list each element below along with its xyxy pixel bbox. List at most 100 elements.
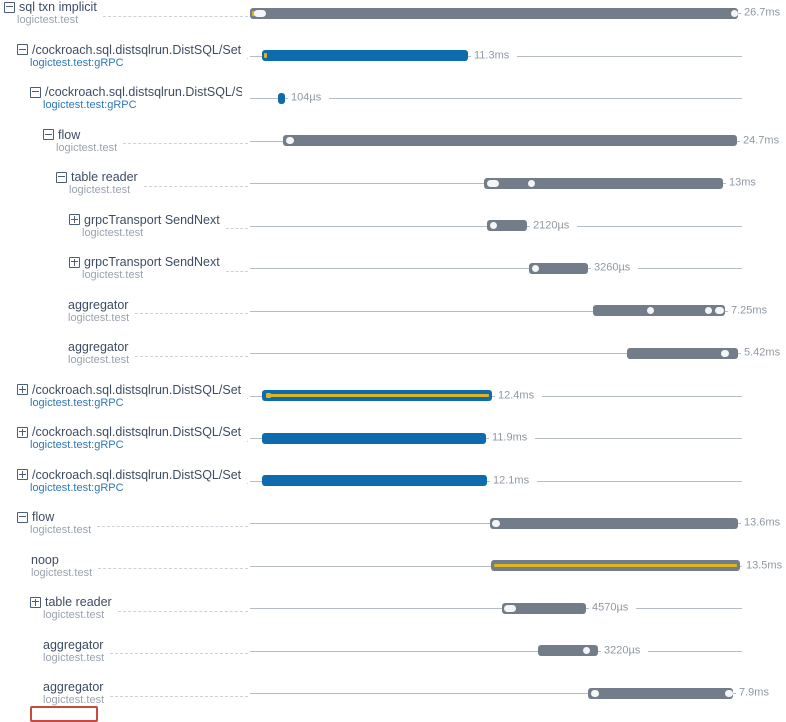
timeline-baseline bbox=[250, 650, 742, 652]
trace-span-row: /cockroach.sql.distsqlrun.DistSQL/Set lo… bbox=[0, 375, 786, 418]
span-bar[interactable] bbox=[250, 7, 738, 19]
span-timeline: 104µs bbox=[250, 77, 786, 120]
trace-span-row: table reader logictest.test 4570µs bbox=[0, 587, 786, 630]
span-duration: 26.7ms bbox=[741, 6, 786, 20]
span-subtitle: logictest.test:gRPC bbox=[30, 439, 124, 452]
trace-span-row: aggregator logictest.test 5.42ms bbox=[0, 332, 786, 375]
span-subtitle: logictest.test bbox=[31, 566, 93, 579]
span-duration: 2120µs bbox=[530, 219, 578, 233]
span-bar[interactable] bbox=[278, 92, 285, 104]
highlighted-child-tick bbox=[266, 393, 271, 399]
timeline-baseline bbox=[250, 268, 742, 270]
expand-icon[interactable] bbox=[17, 469, 28, 481]
dashed-connector bbox=[110, 695, 248, 697]
span-bar[interactable] bbox=[529, 262, 588, 274]
child-span-marker bbox=[528, 179, 535, 187]
span-timeline: 13.5ms bbox=[250, 545, 786, 588]
span-timeline: 11.9ms bbox=[250, 417, 786, 460]
span-subtitle: logictest.test bbox=[43, 694, 105, 707]
trace-span-row: aggregator logictest.test 7.25ms bbox=[0, 290, 786, 333]
span-duration: 3220µs bbox=[601, 644, 649, 658]
span-bar[interactable] bbox=[484, 177, 723, 189]
span-subtitle: logictest.test bbox=[17, 14, 79, 27]
span-timeline: 3220µs bbox=[250, 630, 786, 673]
span-label-area: sql txn implicit logictest.test bbox=[0, 0, 250, 35]
span-bar[interactable] bbox=[593, 305, 725, 317]
span-label-area: flow logictest.test bbox=[0, 502, 250, 545]
span-duration: 13.6ms bbox=[741, 516, 786, 530]
trace-span-row: sql txn implicit logictest.test 26.7ms bbox=[0, 0, 786, 35]
span-title: flow bbox=[32, 510, 55, 525]
collapse-icon[interactable] bbox=[4, 1, 15, 13]
child-span-marker bbox=[286, 137, 294, 145]
dashed-connector bbox=[247, 398, 248, 400]
collapse-icon[interactable] bbox=[43, 129, 54, 141]
span-bar[interactable] bbox=[502, 602, 586, 614]
expand-icon[interactable] bbox=[17, 426, 28, 438]
child-span-marker bbox=[490, 222, 497, 230]
expand-icon[interactable] bbox=[69, 256, 80, 268]
span-bar[interactable] bbox=[262, 390, 492, 402]
span-title: /cockroach.sql.distsqlrun.DistSQL/Set bbox=[32, 425, 242, 440]
child-span-marker bbox=[725, 689, 733, 697]
span-bar[interactable] bbox=[490, 517, 738, 529]
collapse-icon[interactable] bbox=[30, 86, 41, 98]
dashed-connector bbox=[247, 483, 248, 485]
span-subtitle: logictest.test bbox=[68, 311, 130, 324]
span-subtitle: logictest.test:gRPC bbox=[43, 99, 137, 112]
span-subtitle: logictest.test bbox=[82, 226, 144, 239]
collapse-icon[interactable] bbox=[56, 171, 67, 183]
trace-span-row: grpcTransport SendNext logictest.test 32… bbox=[0, 247, 786, 290]
span-bar[interactable] bbox=[487, 220, 527, 232]
span-title: /cockroach.sql.distsqlrun.DistSQL/S bbox=[45, 85, 242, 100]
span-bar[interactable] bbox=[283, 135, 737, 147]
span-bar[interactable] bbox=[262, 432, 486, 444]
span-title: table reader bbox=[71, 170, 138, 185]
dashed-connector bbox=[143, 185, 248, 187]
span-timeline: 13ms bbox=[250, 162, 786, 205]
span-bar[interactable] bbox=[262, 50, 468, 62]
child-span-marker bbox=[731, 9, 738, 17]
expand-icon[interactable] bbox=[30, 596, 41, 608]
highlighted-child-tick bbox=[264, 53, 267, 59]
span-subtitle: logictest.test bbox=[56, 141, 118, 154]
span-bar[interactable] bbox=[262, 475, 487, 487]
collapse-icon[interactable] bbox=[17, 511, 28, 523]
span-title: aggregator bbox=[43, 680, 104, 695]
span-bar[interactable] bbox=[627, 347, 738, 359]
span-label-area: table reader logictest.test bbox=[0, 162, 250, 205]
span-label-area: aggregator logictest.test bbox=[0, 332, 250, 375]
dashed-connector bbox=[102, 15, 248, 17]
timeline-baseline bbox=[250, 693, 742, 695]
span-title: grpcTransport SendNext bbox=[84, 212, 220, 227]
span-duration: 7.25ms bbox=[728, 304, 776, 318]
span-label-area: /cockroach.sql.distsqlrun.DistSQL/Set lo… bbox=[0, 460, 250, 503]
dashed-connector bbox=[225, 228, 248, 230]
collapse-icon[interactable] bbox=[17, 44, 28, 56]
span-duration: 24.7ms bbox=[740, 134, 786, 148]
span-title: aggregator bbox=[43, 637, 104, 652]
span-timeline: 24.7ms bbox=[250, 120, 786, 163]
span-bar[interactable] bbox=[538, 645, 598, 657]
span-timeline: 26.7ms bbox=[250, 0, 786, 35]
trace-span-row: flow logictest.test 13.6ms bbox=[0, 502, 786, 545]
child-span-marker bbox=[254, 9, 266, 17]
span-timeline: 13.6ms bbox=[250, 502, 786, 545]
span-title: aggregator bbox=[68, 340, 129, 355]
span-timeline: 2120µs bbox=[250, 205, 786, 248]
trace-span-row: flow logictest.test 24.7ms bbox=[0, 120, 786, 163]
span-label-area: noop logictest.test bbox=[0, 545, 250, 588]
span-subtitle: logictest.test bbox=[43, 651, 105, 664]
dashed-connector bbox=[98, 568, 248, 570]
span-bar[interactable] bbox=[588, 687, 733, 699]
span-subtitle: logictest.test bbox=[69, 184, 131, 197]
highlighted-child-tick bbox=[252, 10, 255, 16]
span-duration: 7.9ms bbox=[736, 686, 777, 700]
expand-icon[interactable] bbox=[69, 214, 80, 226]
span-timeline: 3260µs bbox=[250, 247, 786, 290]
span-timeline: 5.42ms bbox=[250, 332, 786, 375]
span-timeline: 12.1ms bbox=[250, 460, 786, 503]
span-label-area: /cockroach.sql.distsqlrun.DistSQL/Set lo… bbox=[0, 417, 250, 460]
span-bar[interactable] bbox=[491, 560, 740, 572]
expand-icon[interactable] bbox=[17, 384, 28, 396]
